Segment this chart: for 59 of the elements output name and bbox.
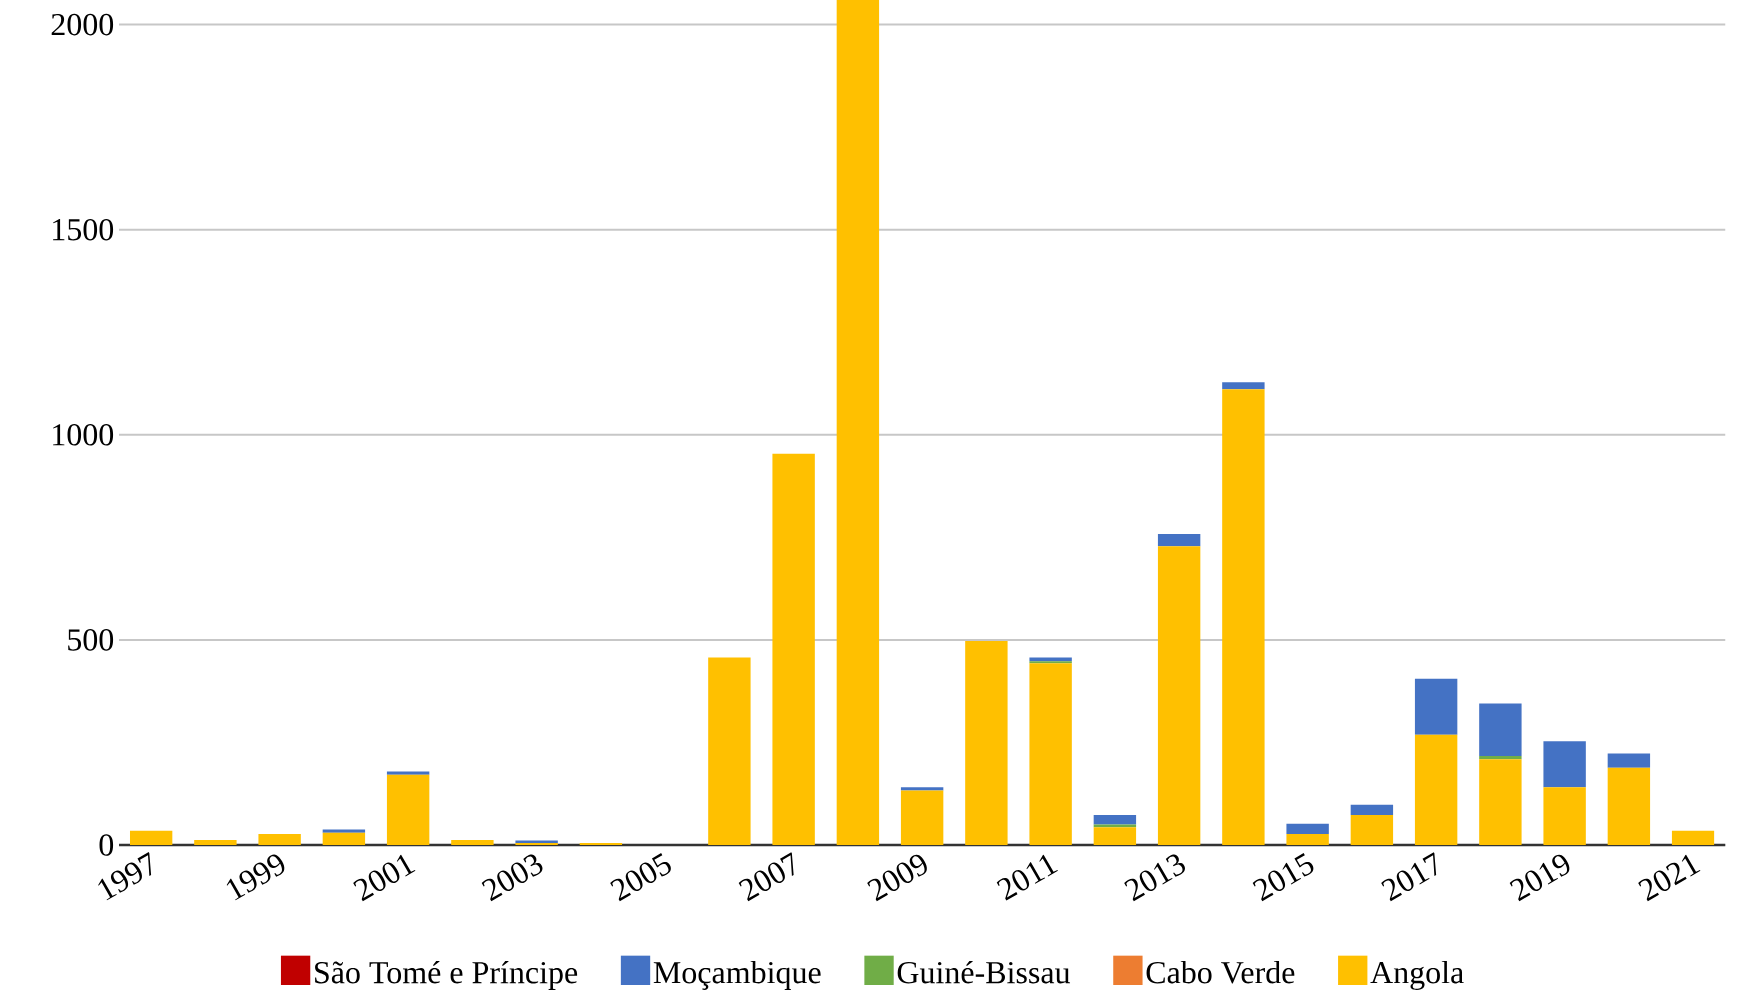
bar: [386, 774, 430, 845]
x-tick-label: 2007: [738, 852, 794, 902]
bar: [965, 641, 1008, 845]
legend-label: Moçambique: [653, 960, 821, 990]
bar: [1222, 382, 1265, 390]
bar: [1543, 741, 1586, 788]
bar: [1222, 389, 1265, 845]
x-tick-label: 2011: [996, 854, 1058, 901]
bar: [1093, 824, 1137, 828]
legend-label: Cabo Verde: [1146, 960, 1295, 984]
bar: [579, 842, 623, 845]
bar: [836, 0, 880, 845]
legend-label: São Tomé e Príncipe: [315, 960, 578, 990]
x-tick-label: 2009: [867, 854, 927, 902]
bar: [1157, 534, 1201, 547]
x-tick-label: 2021: [1638, 854, 1701, 902]
bar: [772, 453, 815, 845]
x-tick-label: 2019: [1509, 854, 1570, 902]
bar: [1479, 703, 1522, 756]
bar: [1157, 546, 1201, 845]
y-tick-label: 1000: [53, 423, 114, 446]
bar: [900, 787, 944, 791]
x-tick-label: 2015: [1252, 853, 1314, 902]
bar: [194, 840, 237, 845]
bar: [1029, 661, 1072, 664]
bar: [1350, 815, 1394, 845]
y-tick-label: 500: [68, 629, 114, 651]
legend-label: Angola: [1370, 960, 1464, 990]
legend-label: Guiné-Bissau: [897, 960, 1071, 984]
x-tick-label: 2013: [1124, 854, 1185, 902]
bar: [129, 830, 173, 845]
x-tick-label: 2005: [610, 853, 671, 902]
bar: [322, 832, 366, 845]
bar: [1479, 755, 1522, 760]
x-tick-label: 2001: [353, 854, 416, 902]
x-tick-label: 1999: [226, 854, 285, 901]
bar: [900, 790, 944, 845]
bar: [1286, 823, 1329, 834]
x-tick-label: 2017: [1381, 852, 1437, 902]
bar: [1029, 663, 1072, 845]
bar: [1350, 804, 1394, 816]
bar: [1286, 833, 1329, 845]
bar: [1414, 734, 1458, 845]
y-tick-label: 2000: [51, 13, 114, 36]
bar: [1479, 759, 1522, 845]
bar: [1607, 767, 1651, 845]
bar: [322, 829, 366, 833]
bar: [1671, 830, 1715, 845]
bar: [451, 840, 494, 845]
bar: [386, 771, 430, 775]
bar: [1093, 815, 1137, 825]
bar: [258, 833, 301, 845]
bar: [1093, 827, 1137, 845]
bar: [1607, 753, 1651, 768]
bar: [1543, 787, 1586, 845]
x-tick-label: 2003: [481, 854, 543, 902]
y-tick-label: 1500: [53, 218, 114, 241]
bar: [1414, 678, 1458, 735]
bar: [708, 657, 751, 845]
